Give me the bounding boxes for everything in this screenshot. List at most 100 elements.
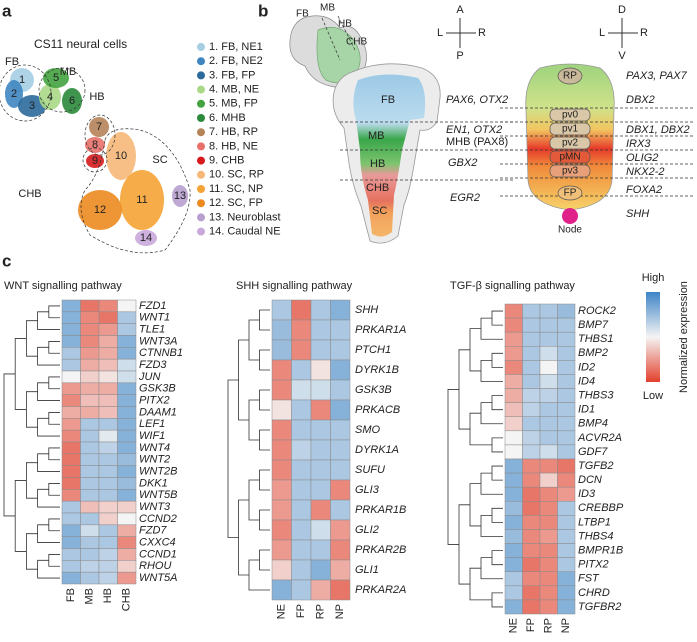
- heatmap-cell: [117, 465, 137, 478]
- column-label: FB: [65, 588, 77, 602]
- gene-label: GDF7: [578, 446, 608, 458]
- heatmap-cell: [557, 472, 576, 488]
- heatmap-cell: [330, 379, 351, 401]
- heatmap-cell: [310, 339, 331, 361]
- dendrogram: [259, 429, 270, 451]
- heatmap-cell: [504, 331, 523, 347]
- gene-label: WNT5A: [139, 572, 178, 584]
- dendrogram: [48, 376, 60, 390]
- heatmap-cell: [330, 439, 351, 461]
- gene-label: PAX6, OTX2: [446, 94, 508, 106]
- legend-swatch: [197, 170, 205, 179]
- axis-label: A: [456, 4, 464, 16]
- heatmap-cell: [271, 439, 292, 461]
- heatmap-cell: [98, 347, 118, 360]
- heatmap-cell: [291, 479, 312, 501]
- heatmap-cell: [291, 379, 312, 401]
- dendrogram: [491, 310, 503, 326]
- axis-label: L: [437, 27, 443, 39]
- domain-label: RP: [563, 71, 577, 82]
- gene-label: WNT3A: [139, 335, 178, 347]
- heatmap-cell: [504, 543, 523, 558]
- legend-label: 12. SC, FP: [209, 197, 263, 209]
- heatmap-cell: [117, 512, 137, 526]
- gene-label: ID2: [578, 361, 595, 373]
- heatmap-cell: [330, 459, 351, 481]
- heatmap-cell: [557, 529, 576, 544]
- domain-label: FP: [564, 188, 577, 199]
- cluster-number: 11: [136, 194, 147, 206]
- heatmap-cell: [117, 370, 137, 384]
- heatmap-cell: [271, 479, 292, 501]
- gene-label: PTCH1: [355, 344, 391, 356]
- heatmap-cell: [522, 486, 541, 502]
- heatmap-cell: [98, 536, 118, 549]
- dendrogram: [259, 469, 270, 491]
- heatmap-cell: [522, 543, 541, 558]
- heatmap-cell: [310, 479, 331, 501]
- gene-label: BMP7: [578, 319, 609, 331]
- heatmap-cell: [98, 335, 118, 348]
- heatmap-cell: [539, 360, 558, 375]
- heatmap-cell: [61, 382, 81, 395]
- gene-label: WNT4: [139, 442, 170, 454]
- legend-label: 7. HB, RP: [209, 126, 258, 138]
- colorbar-low: Low: [643, 390, 663, 402]
- heatmap-cell: [80, 536, 100, 549]
- heatmap-cell: [522, 472, 541, 488]
- heatmap-cell: [80, 418, 100, 431]
- column-label: NP: [334, 604, 346, 619]
- gene-label: BMP2: [578, 347, 608, 359]
- heatmap-cell: [61, 512, 81, 526]
- gene-label: PRKAR1A: [355, 324, 406, 336]
- gene-label: PITX2: [578, 559, 609, 571]
- heatmap-cell: [539, 374, 558, 389]
- column-label: NE: [276, 604, 288, 619]
- heatmap-cell: [539, 486, 558, 502]
- dendrogram: [48, 447, 60, 461]
- cluster-number: 14: [140, 232, 152, 244]
- heatmap-title: WNT signalling pathway: [4, 280, 122, 292]
- cell-cluster: [89, 117, 109, 137]
- gene-label: GBX2: [448, 157, 477, 169]
- heatmap-cell: [80, 347, 100, 360]
- cluster-number: 10: [115, 150, 127, 162]
- gene-label: FZD1: [139, 300, 167, 312]
- gene-label: PRKAR1B: [355, 504, 406, 516]
- gene-label: EN1, OTX2: [446, 124, 502, 136]
- column-label: RP: [315, 604, 327, 619]
- heatmap-cell: [61, 500, 81, 514]
- heatmap-cell: [539, 543, 558, 558]
- heatmap-cell: [557, 585, 576, 601]
- heatmap-cell: [61, 299, 81, 313]
- heatmap-cell: [291, 399, 312, 421]
- heatmap-cell: [98, 489, 118, 502]
- gene-label: SHH: [626, 208, 649, 220]
- heatmap-title: TGF-β signalling pathway: [450, 280, 575, 292]
- heatmap-cell: [539, 331, 558, 347]
- heatmap-cell: [98, 571, 118, 585]
- gene-label: DYRK1A: [355, 444, 399, 456]
- heatmap-cell: [522, 529, 541, 544]
- heatmap-cell: [330, 499, 351, 521]
- heatmap-cell: [291, 299, 312, 321]
- heatmap-cell: [522, 585, 541, 601]
- heatmap-cell: [291, 319, 312, 341]
- legend-swatch: [197, 114, 205, 122]
- heatmap-cell: [98, 560, 118, 573]
- heatmap-cell: [80, 465, 100, 478]
- dendrogram: [491, 465, 503, 481]
- heatmap-cell: [291, 539, 312, 561]
- domain-label: pv2: [562, 138, 579, 149]
- heatmap-cell: [310, 419, 331, 441]
- panel-label: a: [2, 1, 12, 20]
- heatmap-cell: [98, 500, 118, 514]
- gene-label: FZD3: [139, 359, 167, 371]
- heatmap-cell: [522, 303, 541, 319]
- cluster-number: 7: [96, 121, 102, 133]
- gene-label: DKK1: [139, 477, 168, 489]
- heatmap-cell: [80, 548, 100, 561]
- legend-swatch: [197, 71, 205, 80]
- heatmap-cell: [80, 323, 100, 336]
- region-label: FB: [381, 94, 395, 106]
